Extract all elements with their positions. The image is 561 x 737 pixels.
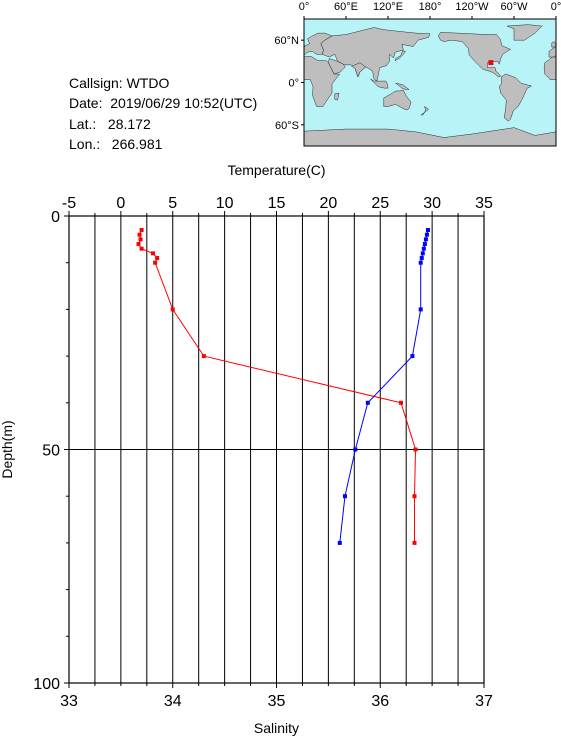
series-point-1 (425, 228, 430, 233)
map-lon-label: 180° (419, 1, 442, 13)
longitude-text: Lon.: 266.981 (69, 136, 163, 152)
series-point-0 (151, 251, 156, 256)
map-lon-label: 120°W (455, 1, 489, 13)
map-land-madagascar (334, 92, 340, 101)
bottom-axis-title: Salinity (254, 720, 299, 736)
top-axis-title: Temperature(C) (227, 162, 325, 178)
series-point-1 (420, 251, 425, 256)
map-land-north-america (438, 32, 511, 78)
top-axis-tick-label: -5 (62, 195, 76, 212)
top-axis-tick-label: 15 (268, 195, 286, 212)
y-axis-title: Depth(m) (0, 420, 15, 478)
map-lon-label: 0° (551, 1, 561, 13)
series-point-0 (155, 256, 160, 261)
bottom-axis-tick-label: 35 (268, 693, 286, 710)
series-point-1 (423, 237, 428, 242)
map-land-new-zealand (420, 105, 429, 116)
map-lat-label: 0° (288, 78, 299, 90)
map-land-japan (394, 50, 406, 62)
bottom-axis-tick-label: 34 (164, 693, 182, 710)
series-point-0 (139, 228, 144, 233)
latitude-text: Lat.: 28.172 (69, 116, 151, 132)
top-axis-tick-label: 35 (475, 195, 493, 212)
bottom-axis-tick-label: 37 (475, 693, 493, 710)
y-axis-tick-label: 0 (51, 209, 60, 226)
series-point-1 (421, 246, 426, 251)
top-axis-tick-label: 20 (319, 195, 337, 212)
map-land-greenland (506, 24, 543, 41)
series-point-0 (137, 232, 142, 237)
map-lon-label: 0° (299, 1, 310, 13)
series-line-0 (137, 229, 417, 543)
series-point-0 (201, 354, 206, 359)
top-axis-tick-label: 5 (168, 195, 177, 212)
date-text: Date: 2019/06/29 10:52(UTC) (69, 95, 258, 111)
top-axis-tick-label: 0 (116, 195, 125, 212)
map-land-south-america (499, 73, 533, 122)
series-point-0 (413, 447, 418, 452)
series-point-0 (153, 260, 158, 265)
top-axis-tick-label: 30 (423, 195, 441, 212)
series-point-0 (412, 540, 417, 545)
map-lon-label: 60°W (500, 1, 528, 13)
map-land-australia (383, 90, 412, 111)
map-location-marker (488, 60, 494, 66)
series-point-1 (419, 256, 424, 261)
series-point-1 (422, 242, 427, 247)
series-point-0 (139, 246, 144, 251)
series-point-1 (342, 494, 347, 499)
series-point-1 (410, 354, 415, 359)
series-point-1 (418, 307, 423, 312)
top-axis-tick-label: 25 (371, 195, 389, 212)
map-lon-label: 60°E (334, 1, 358, 13)
map-land-indonesia (370, 78, 389, 89)
series-point-1 (418, 260, 423, 265)
series-point-0 (170, 307, 175, 312)
bottom-axis-tick-label: 33 (60, 693, 78, 710)
world-map: 0° 60°E 120°E 180° 120°W 60°W 0° 60°N 0° 60°S (274, 1, 561, 147)
map-lon-label: 120°E (373, 1, 403, 13)
y-axis-tick-label: 50 (42, 443, 60, 460)
map-right-mask (556, 19, 561, 146)
series-point-1 (365, 400, 370, 405)
map-left-mask (284, 19, 304, 146)
top-axis-tick-label: 10 (216, 195, 234, 212)
series-point-0 (412, 494, 417, 499)
series-point-0 (138, 237, 143, 242)
map-land-arabia (328, 58, 346, 75)
map-land-india (351, 62, 366, 78)
y-axis-tick-label: 100 (33, 676, 60, 693)
series-point-1 (424, 232, 429, 237)
series-point-1 (353, 447, 358, 452)
map-lat-label: 60°S (275, 120, 299, 132)
map-lat-label: 60°N (274, 35, 299, 47)
map-land-new-guinea (395, 83, 410, 90)
bottom-axis-tick-label: 36 (371, 693, 389, 710)
series-point-1 (337, 540, 342, 545)
series-point-0 (399, 400, 403, 405)
callsign-text: Callsign: WTDO (69, 75, 170, 91)
series-point-0 (136, 242, 141, 247)
